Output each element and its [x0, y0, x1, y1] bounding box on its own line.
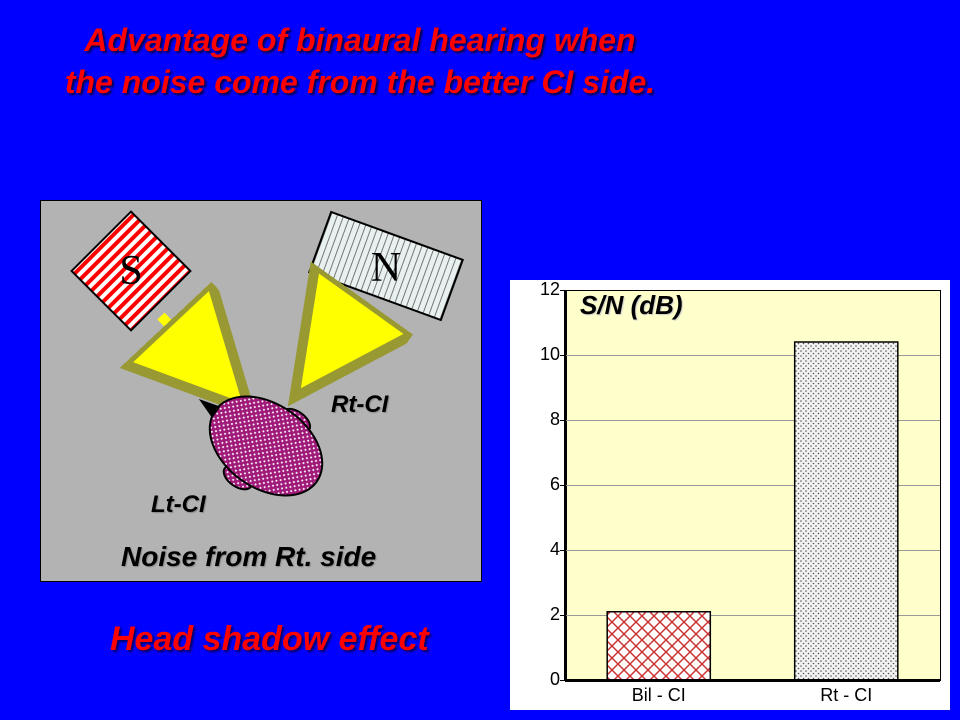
- diagram-svg: S N: [41, 201, 481, 581]
- slide-title: Advantage of binaural hearing when the n…: [60, 20, 660, 103]
- head-shadow-label: Head shadow effect: [110, 620, 429, 659]
- x-category-label: Rt - CI: [753, 685, 941, 706]
- speaker-arrow: [161, 316, 236, 396]
- lt-ci-label: Lt-CI: [151, 491, 206, 519]
- bar: [607, 612, 710, 680]
- noise-arrow: [306, 311, 356, 381]
- y-axis-label: S/N (dB): [580, 290, 683, 321]
- diagram-panel: S N Rt-CI Lt-CI Noise from Rt. side: [40, 200, 482, 582]
- noise-label: N: [371, 245, 401, 291]
- bar: [795, 342, 898, 680]
- rt-ci-label: Rt-CI: [331, 391, 388, 419]
- speaker-label: S: [119, 248, 142, 294]
- noise-from-label: Noise from Rt. side: [121, 541, 376, 573]
- bar-chart: 024681012 Bil - CIRt - CI: [510, 280, 950, 710]
- x-category-label: Bil - CI: [565, 685, 753, 706]
